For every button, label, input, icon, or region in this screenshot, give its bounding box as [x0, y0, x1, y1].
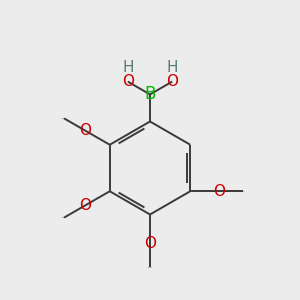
Text: methyl: methyl [61, 118, 67, 119]
Text: O: O [213, 184, 225, 199]
Text: O: O [79, 198, 91, 213]
Text: H: H [122, 60, 134, 75]
Text: O: O [79, 123, 91, 138]
Text: O: O [122, 74, 134, 89]
Text: O: O [144, 236, 156, 250]
Text: H: H [167, 60, 178, 75]
Text: methyl: methyl [61, 217, 67, 218]
Text: O: O [166, 74, 178, 89]
Text: methyl: methyl [241, 190, 245, 192]
Text: B: B [144, 85, 156, 103]
Text: methyl: methyl [148, 267, 152, 268]
